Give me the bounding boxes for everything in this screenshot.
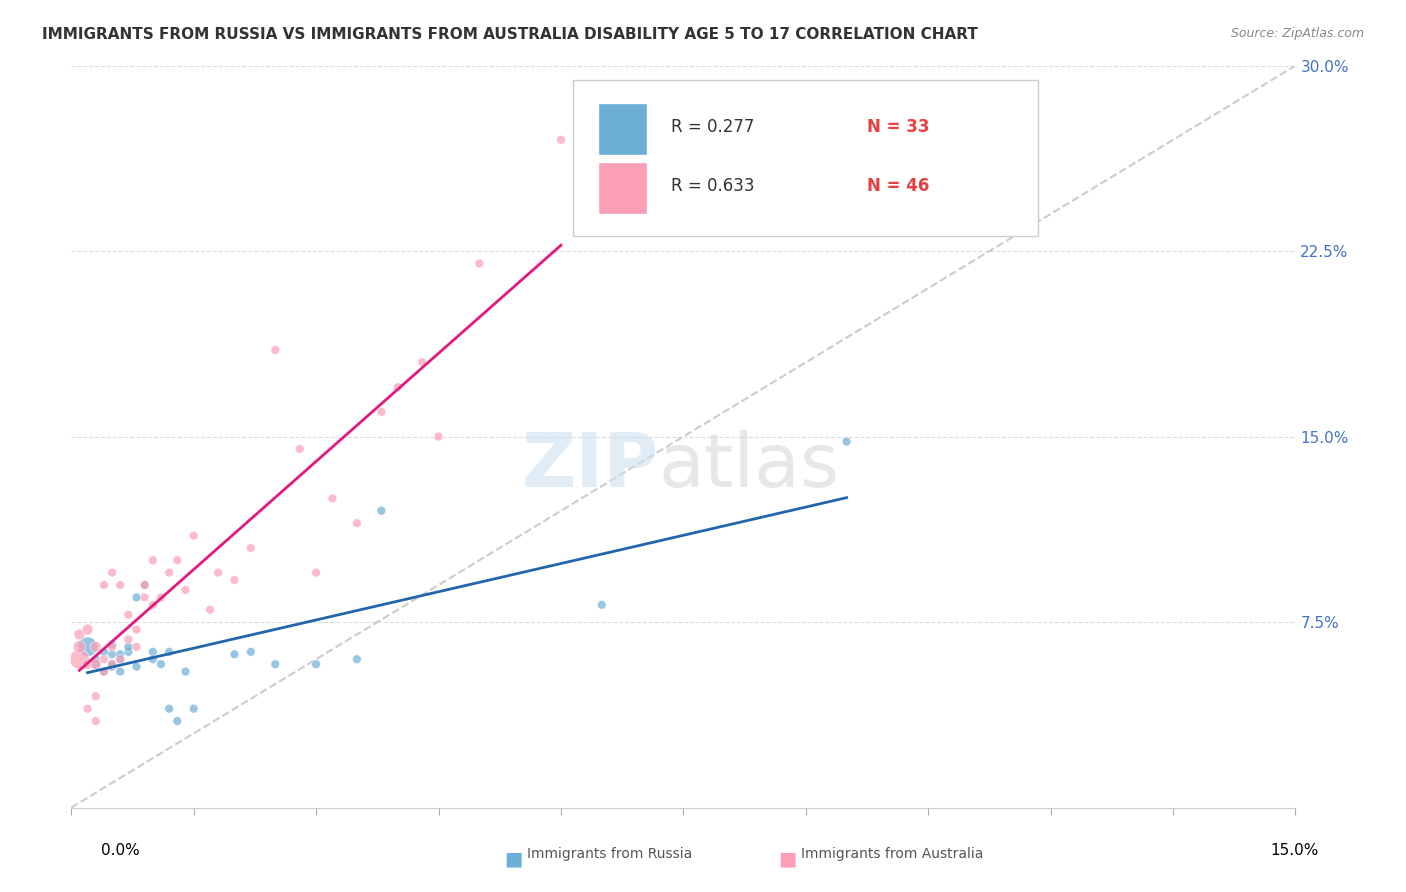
- Point: [108, 665, 131, 679]
- Point: [108, 578, 131, 592]
- Point: [346, 516, 368, 531]
- Point: [101, 657, 124, 672]
- Point: [183, 528, 205, 542]
- Point: [468, 256, 491, 270]
- FancyBboxPatch shape: [574, 80, 1039, 236]
- Text: R = 0.277: R = 0.277: [671, 118, 755, 136]
- Text: Source: ZipAtlas.com: Source: ZipAtlas.com: [1230, 27, 1364, 40]
- Point: [157, 566, 180, 580]
- Point: [207, 566, 229, 580]
- Point: [93, 645, 115, 659]
- Text: 15.0%: 15.0%: [1271, 843, 1319, 858]
- Point: [157, 701, 180, 715]
- Point: [101, 657, 124, 672]
- Text: atlas: atlas: [659, 430, 839, 503]
- Point: [157, 645, 180, 659]
- Point: [134, 578, 156, 592]
- Point: [93, 665, 115, 679]
- Point: [150, 657, 173, 672]
- Text: N = 33: N = 33: [868, 118, 929, 136]
- Point: [93, 652, 115, 666]
- Point: [108, 647, 131, 661]
- FancyBboxPatch shape: [598, 103, 647, 154]
- Point: [76, 657, 98, 672]
- Point: [239, 645, 262, 659]
- Point: [101, 659, 124, 673]
- Point: [93, 665, 115, 679]
- Point: [305, 566, 328, 580]
- Point: [142, 553, 165, 567]
- Point: [93, 578, 115, 592]
- Point: [305, 657, 328, 672]
- Point: [84, 640, 107, 654]
- Point: [224, 573, 246, 587]
- Point: [134, 578, 156, 592]
- Point: [288, 442, 311, 456]
- Text: IMMIGRANTS FROM RUSSIA VS IMMIGRANTS FROM AUSTRALIA DISABILITY AGE 5 TO 17 CORRE: IMMIGRANTS FROM RUSSIA VS IMMIGRANTS FRO…: [42, 27, 979, 42]
- Point: [550, 133, 572, 147]
- Point: [101, 647, 124, 661]
- Text: R = 0.633: R = 0.633: [671, 177, 755, 195]
- Point: [76, 640, 98, 654]
- Point: [142, 652, 165, 666]
- Point: [198, 603, 221, 617]
- Point: [84, 657, 107, 672]
- Point: [591, 598, 613, 612]
- Point: [125, 659, 148, 673]
- Point: [370, 504, 392, 518]
- Point: [67, 652, 90, 666]
- Point: [346, 652, 368, 666]
- Point: [370, 405, 392, 419]
- Point: [101, 566, 124, 580]
- Point: [427, 429, 450, 443]
- Point: [84, 714, 107, 728]
- Point: [166, 714, 188, 728]
- Point: [239, 541, 262, 555]
- Point: [117, 640, 139, 654]
- Point: [117, 645, 139, 659]
- Point: [321, 491, 343, 506]
- Point: [150, 591, 173, 605]
- Text: ■: ■: [503, 849, 523, 868]
- Point: [142, 598, 165, 612]
- Point: [125, 640, 148, 654]
- Text: Immigrants from Australia: Immigrants from Australia: [801, 847, 984, 862]
- Text: ZIP: ZIP: [522, 430, 659, 503]
- Point: [166, 553, 188, 567]
- Point: [224, 647, 246, 661]
- Text: ■: ■: [778, 849, 797, 868]
- Point: [835, 434, 858, 449]
- Point: [101, 637, 124, 651]
- Text: 0.0%: 0.0%: [101, 843, 141, 858]
- Point: [134, 591, 156, 605]
- Point: [84, 657, 107, 672]
- Point: [142, 645, 165, 659]
- Point: [411, 355, 433, 369]
- Point: [117, 607, 139, 622]
- Point: [264, 343, 287, 357]
- Text: Immigrants from Russia: Immigrants from Russia: [527, 847, 693, 862]
- Point: [125, 623, 148, 637]
- Point: [387, 380, 409, 394]
- Point: [174, 665, 197, 679]
- FancyBboxPatch shape: [598, 162, 647, 214]
- Point: [108, 652, 131, 666]
- Point: [84, 690, 107, 704]
- Point: [125, 591, 148, 605]
- Point: [183, 701, 205, 715]
- Point: [67, 627, 90, 641]
- Text: N = 46: N = 46: [868, 177, 929, 195]
- Point: [76, 623, 98, 637]
- Point: [264, 657, 287, 672]
- Point: [67, 640, 90, 654]
- Point: [84, 652, 107, 666]
- Point: [76, 701, 98, 715]
- Point: [117, 632, 139, 647]
- Point: [108, 652, 131, 666]
- Point: [101, 640, 124, 654]
- Point: [174, 582, 197, 597]
